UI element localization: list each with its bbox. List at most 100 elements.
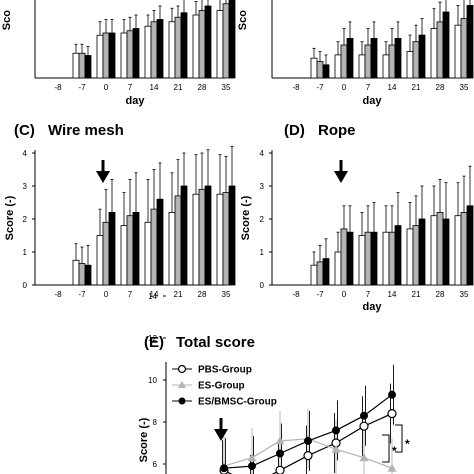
sig-star-inner: * — [392, 444, 397, 458]
x-tick-label: 7 — [366, 290, 371, 299]
panel-b-xlabel: day — [363, 95, 383, 107]
bar — [102, 32, 110, 79]
panel-e-arrow — [214, 418, 228, 441]
point-open-circle — [359, 421, 369, 431]
bar — [192, 14, 200, 79]
x-tick-label: -8 — [292, 83, 300, 92]
bar — [418, 218, 426, 286]
bar — [436, 211, 444, 286]
bar — [174, 16, 182, 79]
panel-c-yticks: 0 1 2 3 4 — [23, 149, 35, 290]
gray-triangle-marker — [178, 381, 186, 388]
bar — [198, 188, 206, 286]
legend-label-es-bmsc: ES/BMSC-Group — [198, 397, 277, 408]
bar — [108, 211, 116, 286]
bar — [78, 52, 86, 79]
panel-d-bars — [310, 165, 474, 286]
bar — [132, 28, 140, 79]
sig-bracket-inner — [382, 434, 390, 463]
x-tick-label: 14 — [150, 83, 159, 92]
point-triangle — [247, 453, 257, 462]
panel-c-label: (C) — [14, 122, 35, 139]
x-tick-label: 0 — [104, 83, 109, 92]
point-filled-circle — [220, 464, 228, 473]
bar — [310, 57, 318, 79]
point-open-circle — [387, 409, 397, 419]
x-tick-label: -8 — [54, 83, 62, 92]
panel-b-ylabel: Sco — [237, 10, 249, 30]
bar — [204, 5, 212, 79]
bar — [150, 208, 158, 286]
panel-d-yticks: 0 1 2 3 4 — [260, 149, 272, 290]
panel-d-label: (D) — [284, 122, 305, 139]
bar — [454, 24, 462, 79]
bar — [364, 231, 372, 286]
point-triangle — [359, 453, 369, 462]
bar — [84, 55, 92, 79]
bar — [126, 30, 134, 79]
x-tick-label: -7 — [316, 290, 324, 299]
panel-d-ylabel: Score (-) — [240, 195, 252, 240]
bar — [192, 193, 200, 286]
bar — [204, 185, 212, 286]
bar — [394, 38, 402, 79]
x-tick-label: 14 — [388, 83, 397, 92]
panel-c-arrow — [96, 160, 110, 183]
bar — [370, 38, 378, 79]
bar — [454, 215, 462, 286]
bar — [382, 54, 390, 79]
point-filled-circle — [248, 462, 256, 471]
x-tick-label: 28 — [198, 290, 207, 299]
bar — [222, 3, 230, 79]
bar — [156, 198, 164, 286]
bar — [322, 258, 330, 286]
bar — [180, 185, 188, 286]
bar — [96, 235, 104, 286]
y-tick-label: 3 — [260, 182, 265, 191]
panel-c-ylabel: Score (-) — [4, 195, 16, 240]
bar — [364, 44, 372, 79]
bar — [334, 54, 342, 79]
bar — [370, 231, 378, 286]
bar — [126, 215, 134, 286]
panel-a-bars — [72, 0, 236, 79]
x-tick-label: 7 — [128, 83, 133, 92]
point-filled-circle — [332, 426, 340, 435]
bar — [466, 5, 474, 79]
x-tick-label: 21 — [174, 290, 183, 299]
panel-e-lines — [219, 364, 397, 474]
bar — [406, 228, 414, 286]
y-tick-label: 3 — [23, 182, 28, 191]
x-tick-label: 0 — [342, 83, 347, 92]
x-tick-label: 28 — [436, 83, 445, 92]
panel-a-ylabel: Sco — [1, 10, 13, 30]
x-tick-label: 21 — [412, 83, 421, 92]
bar — [358, 235, 366, 286]
x-tick-label: 28 — [436, 290, 445, 299]
filled-circle-marker — [178, 397, 186, 405]
bar — [102, 221, 110, 286]
point-triangle — [275, 436, 285, 445]
point-open-circle — [303, 451, 313, 461]
panel-c-bars — [72, 145, 236, 286]
bar — [430, 28, 438, 79]
panel-d-arrow — [334, 160, 348, 183]
x-tick-label: 7 — [366, 83, 371, 92]
bar — [228, 185, 236, 286]
bar — [72, 52, 80, 79]
x-tick-label: 35 — [460, 83, 469, 92]
bar — [346, 38, 354, 79]
panel-e: (E) Total score Score (-) 6 8 10 12 14 PBS-G… — [138, 292, 410, 474]
panel-a-xticks: -8 -7 0 7 14 21 28 35 — [54, 83, 231, 92]
bar — [120, 225, 128, 286]
bar — [198, 10, 206, 79]
bar — [216, 10, 224, 79]
bar — [150, 21, 158, 79]
bar — [388, 44, 396, 79]
bar — [174, 195, 182, 286]
panel-c-title: Wire mesh — [48, 122, 124, 139]
bar — [394, 225, 402, 286]
bar — [436, 21, 444, 79]
y-tick-label: 0 — [260, 281, 265, 290]
